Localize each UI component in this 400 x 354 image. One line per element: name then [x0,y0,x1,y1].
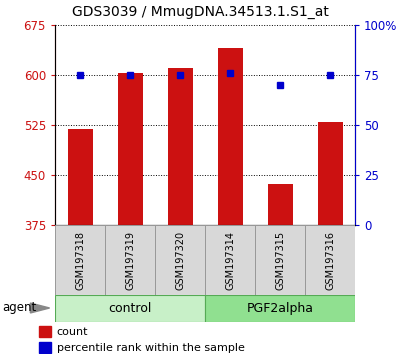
Bar [255,225,305,295]
Bar [39,342,51,353]
Polygon shape [30,303,50,313]
Text: GSM197318: GSM197318 [75,230,85,290]
Text: GSM197316: GSM197316 [325,230,335,290]
Bar [118,73,142,225]
Text: agent: agent [2,302,36,314]
Bar [55,225,105,295]
Text: control: control [108,302,152,315]
Text: GSM197319: GSM197319 [125,230,135,290]
Bar [168,68,192,225]
Bar [105,225,155,295]
Bar [205,225,255,295]
Text: PGF2alpha: PGF2alpha [246,302,314,315]
Bar [68,129,92,225]
Bar [305,225,355,295]
Text: count: count [57,327,88,337]
Bar [39,326,51,337]
Text: percentile rank within the sample: percentile rank within the sample [57,343,244,353]
Text: GDS3039 / MmugDNA.34513.1.S1_at: GDS3039 / MmugDNA.34513.1.S1_at [72,5,328,19]
Bar [218,48,242,225]
Bar [318,122,342,225]
Text: GSM197314: GSM197314 [225,230,235,290]
Bar [268,184,292,225]
Bar [205,295,355,322]
Bar [155,225,205,295]
Text: GSM197315: GSM197315 [275,230,285,290]
Text: GSM197320: GSM197320 [175,230,185,290]
Bar [55,295,205,322]
